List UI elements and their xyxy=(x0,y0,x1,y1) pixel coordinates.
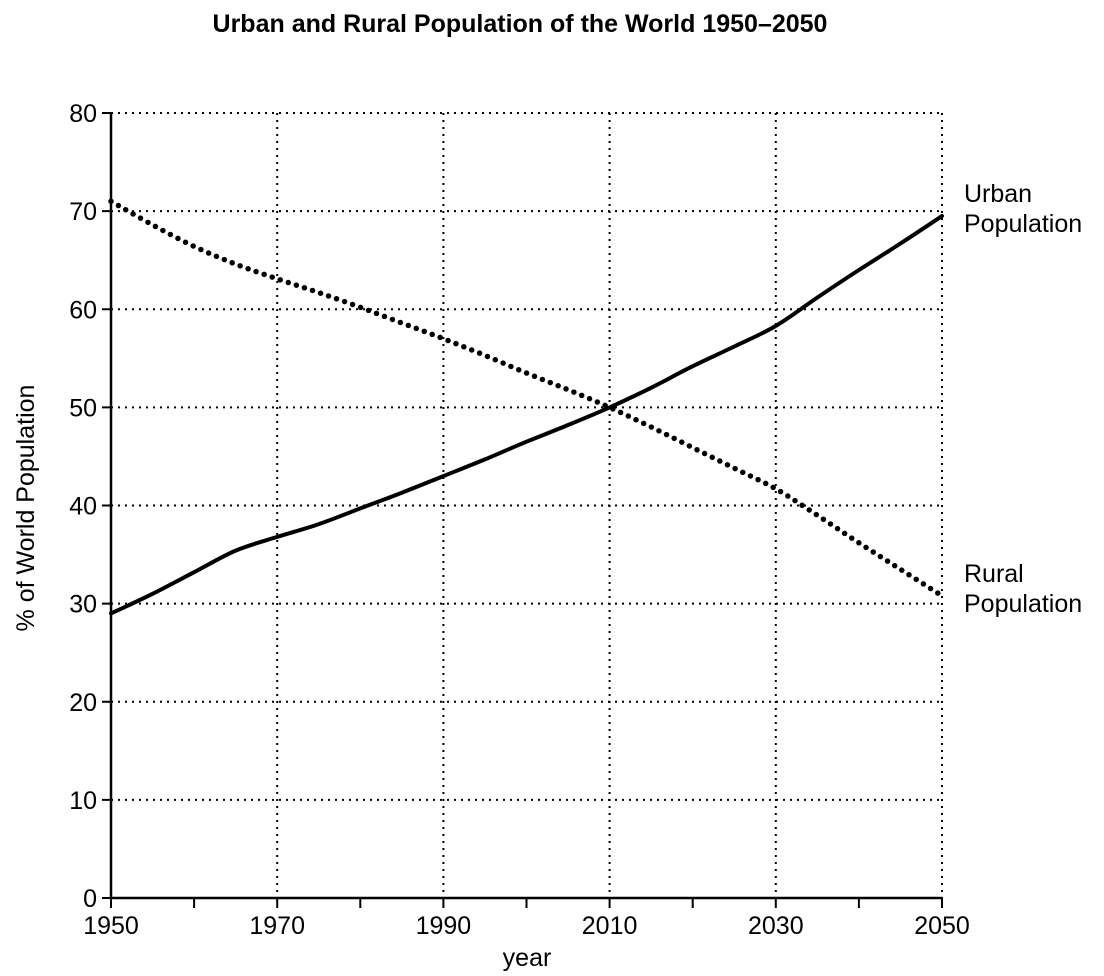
y-tick-label: 10 xyxy=(69,787,97,815)
y-tick-label: 20 xyxy=(69,689,97,717)
urban-population-label: Urban Population xyxy=(964,180,1082,238)
x-tick-label: 1990 xyxy=(416,912,472,940)
rural-population-label-line: Rural xyxy=(964,560,1024,588)
axes xyxy=(102,112,943,908)
urban-population-label-line: Urban xyxy=(964,180,1032,208)
urban-population-label-line: Population xyxy=(964,210,1082,238)
x-tick-label: 2030 xyxy=(748,912,804,940)
gridlines xyxy=(111,112,943,898)
y-tick-label: 70 xyxy=(69,198,97,226)
y-tick-label: 0 xyxy=(83,885,97,913)
rural-population-label: Rural Population xyxy=(964,560,1082,618)
rural-population-line xyxy=(108,198,945,599)
x-tick-label: 2050 xyxy=(914,912,970,940)
y-tick-label: 40 xyxy=(69,493,97,521)
x-axis-label: year xyxy=(503,944,552,972)
x-tick-label: 1970 xyxy=(249,912,305,940)
x-tick-label: 2010 xyxy=(582,912,638,940)
chart-title: Urban and Rural Population of the World … xyxy=(213,10,828,38)
y-tick-label: 80 xyxy=(69,100,97,128)
y-tick-label: 30 xyxy=(69,591,97,619)
x-tick-label: 1950 xyxy=(83,912,139,940)
series-lines xyxy=(108,198,945,616)
y-axis-label: % of World Population xyxy=(12,385,40,632)
y-tick-label: 50 xyxy=(69,394,97,422)
rural-population-label-line: Population xyxy=(964,590,1082,618)
urban-population-line xyxy=(109,214,944,616)
y-tick-label: 60 xyxy=(69,296,97,324)
